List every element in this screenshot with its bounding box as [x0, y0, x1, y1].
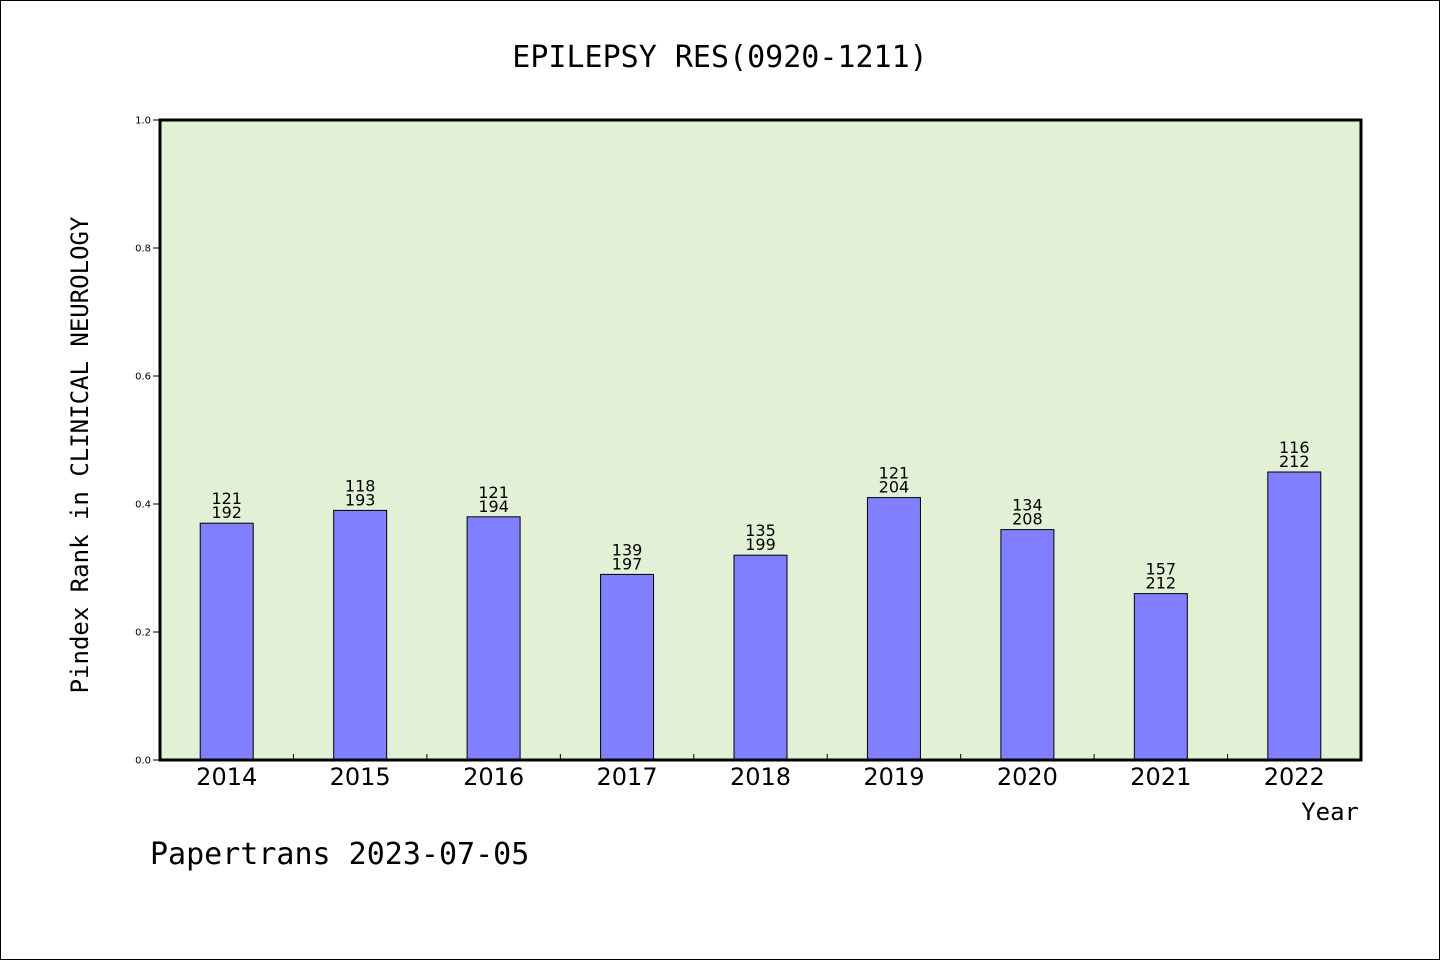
x-tick-label: 2015	[330, 763, 391, 791]
bar	[1267, 471, 1322, 761]
bar-label-total: 199	[745, 535, 776, 554]
bar-label-total: 204	[879, 478, 910, 497]
bar-label-total: 197	[612, 554, 643, 573]
y-tick-label: 0.6	[135, 372, 151, 383]
bar	[199, 522, 254, 761]
bar-label-rank: 116	[1279, 438, 1310, 457]
x-axis-ticks: 2014 2015 2016 2017 2018 2019 2020 2021 2022	[196, 754, 1325, 791]
bar	[333, 509, 388, 761]
x-tick-label: 2017	[597, 763, 658, 791]
y-axis-ticks: 0.0 0.2 0.4 0.6 0.8 1.0	[135, 116, 160, 767]
bar-label-total: 212	[1146, 574, 1177, 593]
bar-label-total: 193	[345, 490, 376, 509]
bar-label-rank: 139	[612, 540, 643, 559]
bar	[1133, 593, 1188, 761]
bar-label-rank: 118	[345, 476, 376, 495]
bar-label-rank: 135	[745, 521, 776, 540]
y-tick-label: 0.8	[135, 244, 151, 255]
bar-label-total: 208	[1012, 510, 1043, 529]
bar	[1000, 529, 1055, 761]
y-tick-label: 1.0	[135, 116, 151, 127]
x-tick-label: 2018	[730, 763, 791, 791]
bar	[466, 516, 521, 761]
y-axis-label: Pindex Rank in CLINICAL NEUROLOGY	[66, 216, 94, 693]
bar-label-total: 192	[211, 503, 242, 522]
x-tick-label: 2020	[997, 763, 1058, 791]
bar-label-total: 194	[478, 497, 509, 516]
x-tick-label: 2021	[1130, 763, 1191, 791]
x-tick-label: 2019	[863, 763, 924, 791]
x-axis-label: Year	[1301, 798, 1359, 826]
x-tick-label: 2022	[1264, 763, 1325, 791]
bars	[199, 471, 1322, 761]
bar-label-rank: 134	[1012, 496, 1043, 515]
y-tick-label: 0.0	[135, 756, 151, 767]
bar-label-rank: 121	[211, 489, 242, 508]
plot-border	[158, 118, 1363, 762]
bar	[866, 497, 921, 761]
x-tick-label: 2014	[196, 763, 257, 791]
footer-watermark: Papertrans 2023-07-05	[150, 837, 529, 872]
x-tick-label: 2016	[463, 763, 524, 791]
y-tick-label: 0.4	[135, 500, 151, 511]
bar-label-rank: 121	[478, 483, 509, 502]
y-tick-label: 0.2	[135, 628, 151, 639]
bar	[600, 573, 655, 761]
bar-label-rank: 121	[879, 464, 910, 483]
chart-title: EPILEPSY RES(0920-1211)	[512, 40, 927, 75]
bar	[733, 554, 788, 761]
bar-label-total: 212	[1279, 452, 1310, 471]
bar-label-rank: 157	[1146, 560, 1177, 579]
